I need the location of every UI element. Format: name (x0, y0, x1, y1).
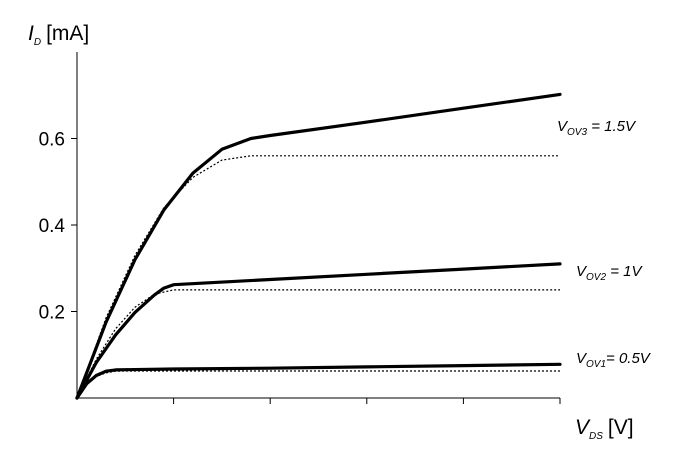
y-axis-title: ID [mA] (28, 22, 89, 48)
y-tick-label: 0.2 (39, 303, 65, 324)
x-axis-title-main: V (575, 416, 591, 439)
series-label-vov3: VOV3 = 1.5V (557, 118, 637, 138)
series-label-vov1-value: = 0.5V (606, 350, 652, 367)
series-label-vov3-main: V (557, 118, 569, 135)
series-label-vov3-subscript: OV3 (567, 127, 587, 138)
x-axis-title: VDS [V] (575, 416, 634, 442)
series-label-vov3-value: = 1.5V (587, 118, 637, 135)
y-tick-label: 0.6 (39, 130, 65, 151)
series-line-vov3 (75, 92, 562, 400)
series-layer (75, 92, 562, 400)
series-line-vov1-ideal (76, 370, 560, 399)
y-axis-title-subscript: D (34, 37, 41, 48)
series-label-vov1-main: V (576, 350, 588, 367)
series-label-vov2-value: = 1V (606, 263, 643, 280)
series-label-vov2-subscript: OV2 (586, 272, 606, 283)
series-line-vov1 (75, 362, 562, 400)
y-tick-label: 0.4 (39, 216, 66, 237)
series-line-vov2-ideal (76, 289, 560, 399)
series-label-vov1-subscript: OV1 (586, 359, 606, 370)
plot-area: 0.2 0.4 0.6 (39, 52, 562, 404)
series-line-vov3-ideal (76, 155, 560, 399)
y-axis-title-unit: [mA] (46, 22, 89, 45)
series-line-vov2 (75, 262, 562, 400)
x-axis-title-unit: [V] (608, 416, 634, 439)
series-label-vov2-main: V (576, 263, 588, 280)
x-axis-title-subscript: DS (589, 431, 603, 442)
series-label-vov1: VOV1= 0.5V (576, 350, 652, 370)
y-axis-title-main: I (28, 22, 34, 45)
series-label-vov2: VOV2 = 1V (576, 263, 643, 283)
axis-ticks: 0.2 0.4 0.6 (39, 130, 561, 404)
